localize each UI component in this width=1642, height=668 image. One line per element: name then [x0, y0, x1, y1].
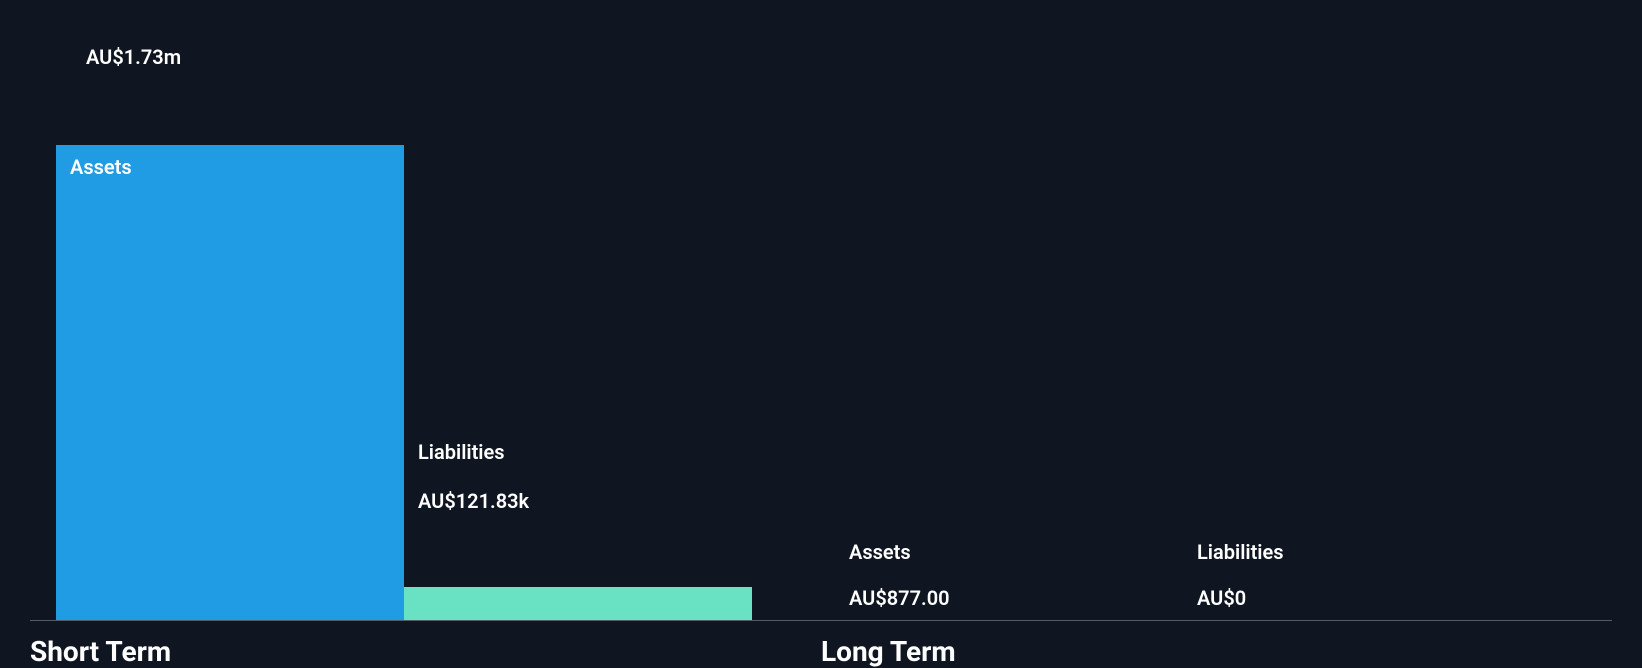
long-term-liabilities-label: Liabilities [1197, 540, 1545, 564]
short-term-liabilities-label: Liabilities [418, 440, 505, 464]
long-term-assets-column: Assets AU$877.00 [849, 540, 1197, 620]
long-term-chart-area: Assets AU$877.00 Liabilities AU$0 [821, 0, 1612, 621]
short-term-liabilities-bar [404, 587, 752, 620]
short-term-assets-value: AU$1.73m [86, 45, 181, 69]
long-term-assets-label: Assets [849, 540, 1197, 564]
short-term-assets-label: Assets [70, 155, 132, 179]
long-term-panel: Assets AU$877.00 Liabilities AU$0 Long T… [821, 0, 1612, 668]
long-term-liabilities-column: Liabilities AU$0 [1197, 540, 1545, 620]
short-term-liabilities-value: AU$121.83k [418, 489, 529, 513]
chart-container: AU$1.73m Assets Liabilities AU$121.83k S… [0, 0, 1642, 668]
short-term-title: Short Term [30, 635, 821, 668]
long-term-assets-value: AU$877.00 [849, 586, 1197, 610]
short-term-panel: AU$1.73m Assets Liabilities AU$121.83k S… [30, 0, 821, 668]
long-term-liabilities-value: AU$0 [1197, 586, 1545, 610]
short-term-assets-bar: Assets [56, 145, 404, 620]
short-term-chart-area: AU$1.73m Assets Liabilities AU$121.83k [30, 0, 821, 621]
long-term-title: Long Term [821, 635, 1612, 668]
